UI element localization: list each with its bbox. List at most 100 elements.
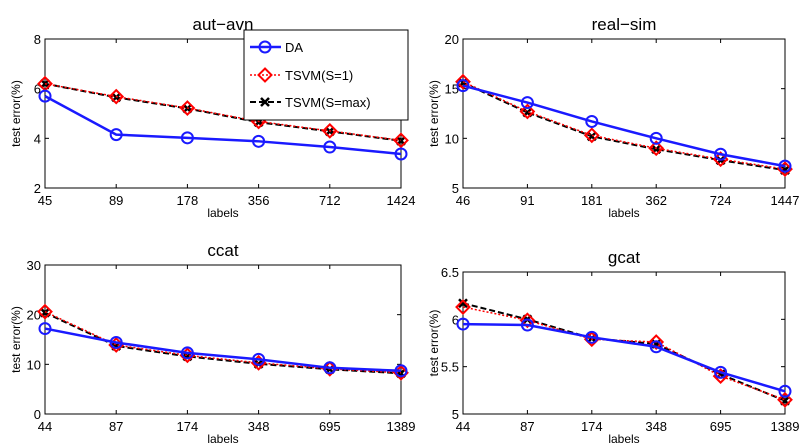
chart-3-xlabel: labels: [207, 432, 238, 446]
chart-2-xtick-label: 724: [710, 193, 732, 208]
chart-1-series-da-point: [323, 140, 337, 154]
chart-4-series-tsvm-s-1-line: [462, 306, 786, 401]
chart-1-xtick-label: 45: [38, 193, 52, 208]
chart-3-xtick-label: 44: [38, 419, 52, 434]
chart-4-ylabel: test error(%): [427, 310, 441, 377]
chart-3-series-da-point: [38, 322, 52, 336]
chart-3-ytick-label: 10: [27, 357, 41, 372]
chart-4-xtick-label: 348: [645, 419, 667, 434]
chart-4-xtick-label: 695: [710, 419, 732, 434]
chart-3-ytick-label: 20: [27, 308, 41, 323]
chart-3-title: ccat: [207, 241, 238, 260]
chart-2-xtick-label: 91: [520, 193, 534, 208]
chart-4-ytick-label: 5: [452, 407, 459, 422]
chart-1-series-tsvm-s-1-line: [44, 82, 402, 142]
chart-2-series-da-line: [462, 84, 786, 168]
chart-2-title: real−sim: [592, 15, 657, 34]
chart-1-title: aut−avn: [193, 15, 254, 34]
chart-1-ylabel: test error(%): [9, 80, 23, 147]
chart-4-gcat: gcat labels test error(%) 44 87 174 348 695 1389…: [427, 248, 799, 446]
chart-1-ytick-label: 8: [34, 32, 41, 47]
chart-1-xtick-label: 356: [248, 193, 270, 208]
chart-2-ytick-label: 20: [445, 32, 459, 47]
chart-2-plot-area: [462, 38, 786, 189]
chart-3-series-da-point: [180, 346, 194, 360]
chart-3-ylabel: test error(%): [9, 306, 23, 373]
chart-2-ylabel: test error(%): [427, 80, 441, 147]
chart-2-series-da-point: [778, 159, 792, 173]
chart-3-series-da: [38, 322, 408, 378]
chart-3-series-da-point: [252, 352, 266, 366]
chart-2-series-da-point: [585, 114, 599, 128]
chart-3-xtick-label: 174: [177, 419, 199, 434]
chart-4-series-tsvm-s-1-point: [648, 334, 665, 350]
chart-1-series-da-line: [44, 95, 402, 156]
chart-1-xtick-label: 178: [177, 193, 199, 208]
chart-3-series-da-point: [323, 361, 337, 375]
chart-1-series-tsvm-s-1-point: [179, 100, 196, 116]
chart-2-series-tsvm-s-1-point: [519, 103, 536, 120]
chart-2-series-tsvm-s-1-point: [648, 140, 665, 157]
chart-4-series-tsvm-s-1-point: [519, 312, 536, 329]
chart-2-series-da: [456, 79, 792, 173]
chart-2-real-sim: real−sim labels test error(%) 46 91 181 362 724…: [427, 15, 799, 220]
chart-4-title: gcat: [608, 248, 640, 267]
chart-1-series-tsvm-s-1-point: [108, 88, 125, 105]
chart-3-xtick-label: 695: [319, 419, 341, 434]
chart-2-xlabel: labels: [608, 206, 639, 220]
chart-1-ytick-label: 4: [34, 131, 41, 146]
legend-marker-da: [258, 40, 272, 54]
chart-4-xlabel: labels: [608, 432, 639, 446]
chart-4-xtick-label: 174: [581, 419, 603, 434]
chart-1-series-tsvm-s-1-point: [321, 122, 338, 139]
legend-label-tsvm-smax: TSVM(S=max): [285, 95, 371, 110]
chart-3-series-tsvm-s-1-point: [37, 303, 53, 320]
chart-1-xlabel: labels: [207, 206, 238, 220]
chart-2-ytick-label: 5: [452, 181, 459, 196]
chart-4-series-tsvm-s-1: [455, 299, 793, 408]
chart-3-series-da-point: [394, 364, 408, 378]
chart-3-series-da-line: [44, 327, 402, 373]
chart-3-ytick-label: 30: [27, 258, 41, 273]
chart-2-series-tsvm-s-1-line: [462, 81, 786, 170]
chart-1-xtick-label: 89: [109, 193, 123, 208]
chart-1-series-da-point: [109, 128, 123, 142]
chart-4-series-tsvm-s-1-point: [455, 299, 471, 315]
chart-4-xtick-label: 44: [456, 419, 470, 434]
chart-4-series-da-point: [714, 365, 728, 379]
chart-2-xtick-label: 181: [581, 193, 603, 208]
chart-3-ccat: ccat labels test error(%) 44 87 174 348 695 1389…: [9, 241, 415, 446]
chart-1-xtick-label: 712: [319, 193, 341, 208]
legend-entry-da: DA: [250, 40, 303, 55]
legend-entry-tsvm-smax: TSVM(S=max): [250, 95, 371, 110]
chart-4-series-da-point: [778, 384, 792, 398]
chart-3-xtick-label: 1389: [387, 419, 416, 434]
chart-1-ytick-label: 6: [34, 82, 41, 97]
chart-2-series-da-point: [456, 79, 470, 93]
chart-1-xtick-label: 1424: [387, 193, 416, 208]
chart-1-series-da-point: [38, 89, 52, 103]
chart-1-series-da-point: [252, 134, 266, 148]
chart-3-ytick-label: 0: [34, 407, 41, 422]
chart-4-series-da-point: [585, 330, 599, 344]
chart-4-ytick-label: 5.5: [441, 360, 459, 375]
chart-3-xtick-label: 348: [248, 419, 270, 434]
chart-1-series-da-point: [180, 131, 194, 145]
chart-1-series-da: [38, 89, 408, 161]
chart-4-ytick-label: 6.5: [441, 265, 459, 280]
legend-marker-tsvm-s1: [257, 67, 273, 83]
chart-2-series-da-point: [714, 147, 728, 161]
chart-4-xtick-label: 1389: [771, 419, 800, 434]
chart-1-series-tsvm-s-1-point: [393, 132, 409, 149]
chart-2-series-tsvm-s-1-point: [455, 73, 471, 90]
chart-2-xtick-label: 362: [645, 193, 667, 208]
chart-3-xtick-label: 87: [109, 419, 123, 434]
chart-2-series-tsvm-s-1-point: [777, 161, 793, 178]
chart-2-series-tsvm-s-1-point: [583, 127, 600, 144]
chart-3-series-da-point: [109, 335, 123, 349]
chart-4-series-da-point: [649, 340, 663, 354]
chart-4-series-tsvm-s-max-point: [458, 298, 468, 309]
legend-label-da: DA: [285, 40, 303, 55]
